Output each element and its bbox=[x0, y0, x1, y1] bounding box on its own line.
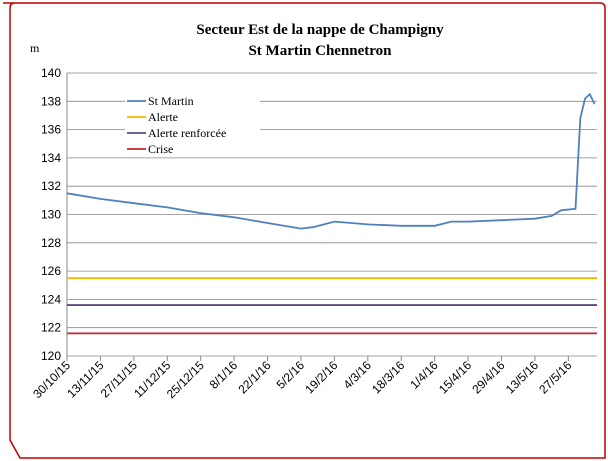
legend-bg bbox=[125, 141, 260, 157]
y-tick-label: 122 bbox=[41, 321, 61, 335]
x-tick-label: 15/4/16 bbox=[436, 358, 474, 396]
y-tick-label: 130 bbox=[41, 208, 61, 222]
x-tick-label: 13/5/16 bbox=[503, 358, 541, 396]
chart-title: Secteur Est de la nappe de Champigny bbox=[196, 22, 444, 38]
legend-bg bbox=[125, 93, 260, 109]
x-tick-label: 19/2/16 bbox=[302, 358, 340, 396]
legend-bg bbox=[125, 109, 260, 125]
chart-subtitle: St Martin Chennetron bbox=[248, 43, 392, 59]
frame bbox=[3, 2, 606, 459]
x-tick-label: 29/4/16 bbox=[469, 358, 507, 396]
series-line bbox=[66, 92, 596, 230]
x-tick-label: 18/3/16 bbox=[369, 358, 407, 396]
x-tick-label: 30/10/15 bbox=[30, 358, 73, 401]
legend-label: Crise bbox=[148, 142, 173, 156]
y-tick-label: 128 bbox=[41, 236, 61, 250]
x-tick-label: 22/1/16 bbox=[235, 358, 273, 396]
y-tick-label: 126 bbox=[41, 264, 61, 278]
x-tick-label: 25/12/15 bbox=[164, 358, 207, 401]
legend-label: Alerte bbox=[148, 110, 178, 124]
y-tick-label: 140 bbox=[41, 66, 61, 80]
legend-label: Alerte renforcée bbox=[148, 126, 226, 140]
legend-bg bbox=[125, 125, 260, 141]
y-axis-label: m bbox=[30, 41, 40, 55]
y-tick-label: 136 bbox=[41, 123, 61, 137]
y-tick-label: 134 bbox=[41, 151, 61, 165]
legend-label: St Martin bbox=[148, 94, 194, 108]
x-tick-label: 27/5/16 bbox=[536, 358, 574, 396]
y-tick-label: 132 bbox=[41, 179, 61, 193]
y-tick-label: 120 bbox=[41, 349, 61, 363]
y-tick-label: 138 bbox=[41, 94, 61, 108]
y-tick-label: 124 bbox=[41, 292, 61, 306]
